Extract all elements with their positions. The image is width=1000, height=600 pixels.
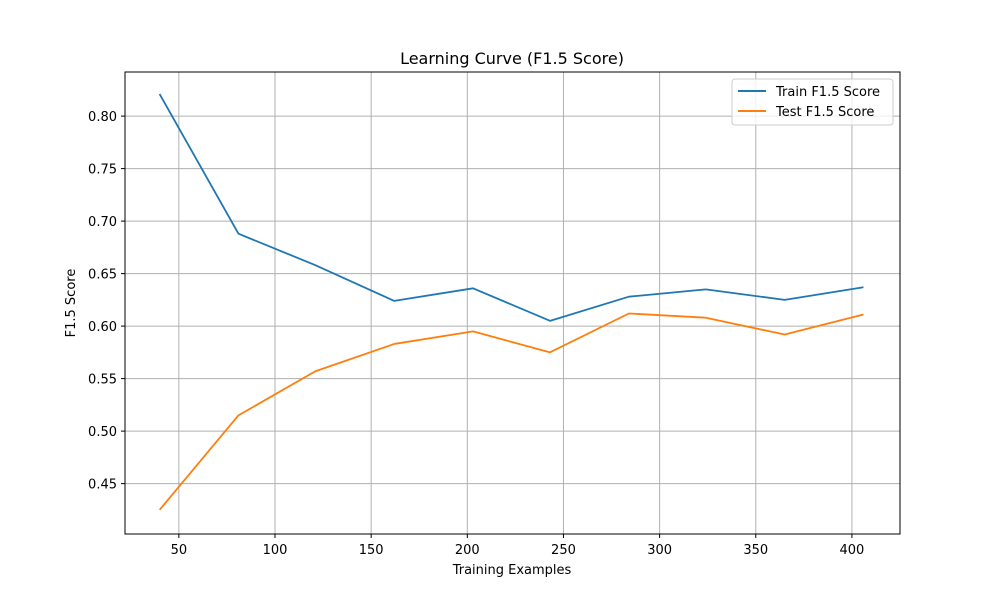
legend-label-train: Train F1.5 Score: [775, 85, 880, 100]
y-axis-ticks: 0.45 0.50 0.55 0.60 0.65 0.70 0.75 0.80: [88, 110, 125, 493]
test-f1-5-score-line: [158, 312, 864, 511]
y-tick-label: 0.75: [88, 163, 117, 178]
y-axis-label: F1.5 Score: [64, 269, 79, 338]
legend-box: [731, 78, 894, 126]
x-tick-label: 150: [359, 543, 384, 558]
plot-frame: [124, 71, 901, 535]
x-tick-label: 300: [647, 543, 672, 558]
x-tick-label: 200: [455, 543, 480, 558]
train-f1-5-score-line: [158, 93, 864, 322]
legend: Train F1.5 Score Test F1.5 Score: [731, 78, 894, 126]
x-axis-label: Training Examples: [452, 563, 572, 578]
y-tick-label: 0.50: [88, 425, 117, 440]
grid-lines: [125, 72, 900, 534]
chart-title: Learning Curve (F1.5 Score): [400, 49, 624, 68]
x-axis-ticks: 50 100 150 200 250 300 350 400: [171, 534, 865, 558]
y-tick-label: 0.70: [88, 215, 117, 230]
series-layer: [158, 93, 864, 511]
y-tick-label: 0.55: [88, 373, 117, 388]
x-tick-label: 350: [743, 543, 768, 558]
y-tick-label: 0.60: [88, 320, 117, 335]
y-tick-label: 0.65: [88, 268, 117, 283]
x-tick-label: 100: [263, 543, 288, 558]
y-tick-label: 0.80: [88, 110, 117, 125]
x-tick-label: 400: [840, 543, 865, 558]
legend-label-test: Test F1.5 Score: [775, 105, 874, 120]
y-tick-label: 0.45: [88, 478, 117, 493]
x-tick-label: 250: [551, 543, 576, 558]
x-tick-label: 50: [171, 543, 188, 558]
